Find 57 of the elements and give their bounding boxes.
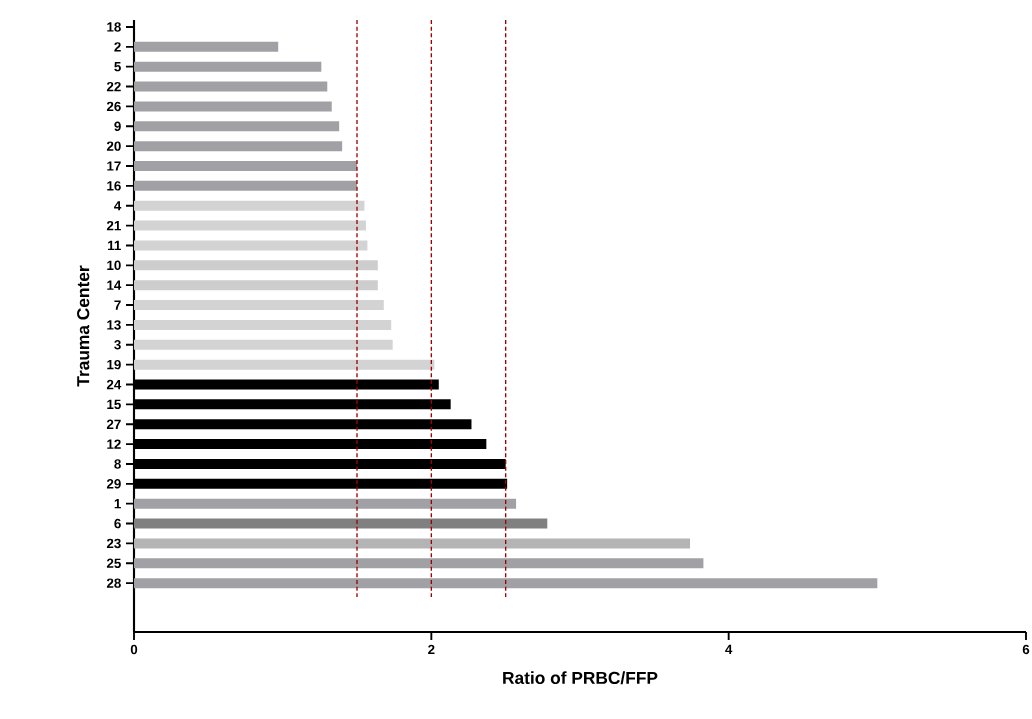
y-tick-label: 6 — [114, 518, 121, 529]
y-tick-label: 13 — [107, 320, 121, 330]
bar — [134, 260, 378, 271]
bar — [134, 81, 328, 92]
y-tick-label: 23 — [106, 538, 121, 549]
y-tick-label: 5 — [114, 62, 121, 72]
y-tick-label: 9 — [114, 121, 121, 131]
bar — [134, 161, 357, 172]
bar — [134, 141, 343, 152]
y-tick-label: 1 — [114, 499, 121, 509]
y-tick-label: 8 — [114, 459, 121, 469]
bar — [134, 339, 393, 350]
bar — [134, 518, 548, 529]
bar — [134, 498, 517, 509]
bar — [134, 41, 279, 52]
x-tick-label: 6 — [1022, 644, 1030, 655]
y-tick-label: 10 — [107, 260, 121, 271]
bar — [134, 319, 392, 330]
x-tick-label: 2 — [428, 644, 435, 655]
y-tick-label: 17 — [107, 161, 121, 171]
y-tick-label: 12 — [107, 439, 121, 449]
y-tick-label: 26 — [106, 101, 121, 112]
y-tick-label: 3 — [114, 340, 121, 350]
y-tick-label: 20 — [106, 141, 121, 151]
y-tick-label: 28 — [106, 578, 121, 588]
bar — [134, 121, 340, 132]
bar — [134, 538, 691, 549]
y-tick-label: 29 — [106, 479, 121, 489]
y-tick-label: 21 — [106, 220, 121, 231]
y-tick-label: 2 — [114, 42, 121, 52]
bar — [134, 359, 435, 370]
bar — [134, 180, 357, 191]
x-tick-label: 4 — [725, 644, 733, 654]
y-tick-label: 25 — [106, 558, 121, 568]
bar — [134, 558, 704, 569]
y-axis-title: Trauma Center — [77, 265, 90, 387]
bar — [134, 220, 366, 231]
y-tick-label: 19 — [107, 359, 121, 370]
y-tick-label: 11 — [108, 240, 121, 251]
y-tick-label: 22 — [106, 81, 121, 92]
y-tick-label: 15 — [107, 399, 121, 410]
y-tick-label: 7 — [114, 300, 121, 310]
y-tick-label: 18 — [107, 22, 121, 32]
bar — [134, 240, 368, 251]
bar — [134, 280, 378, 291]
bar — [134, 300, 384, 311]
x-axis-title: Ratio of PRBC/FFP — [503, 671, 658, 685]
y-tick-label: 14 — [107, 280, 122, 290]
y-tick-label: 4 — [114, 201, 122, 211]
bar — [134, 101, 332, 112]
x-tick-label: 0 — [130, 644, 138, 655]
y-tick-label: 27 — [106, 419, 121, 429]
bar — [134, 61, 322, 72]
y-tick-label: 16 — [107, 181, 121, 191]
bar — [134, 200, 365, 211]
y-tick-label: 24 — [106, 379, 122, 390]
bar — [134, 578, 878, 589]
